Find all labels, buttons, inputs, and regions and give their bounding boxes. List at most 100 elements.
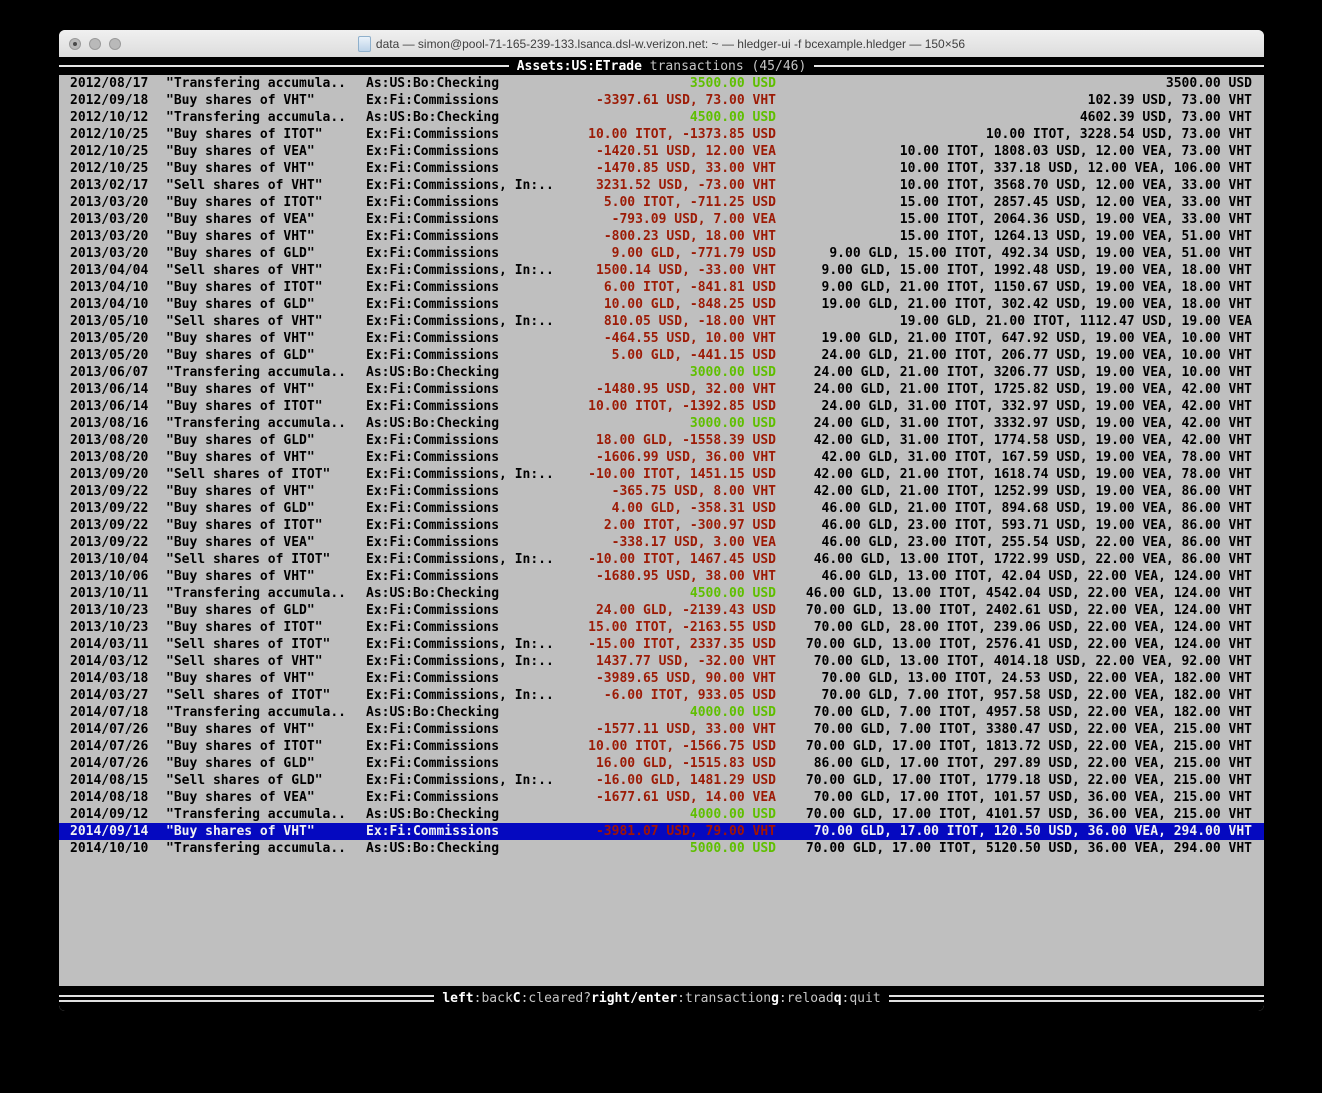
transaction-row[interactable]: 2013/10/23 "Buy shares of ITOT" Ex:Fi:Co…: [59, 619, 1264, 636]
transaction-description: "Buy shares of ITOT": [166, 127, 323, 142]
transaction-row[interactable]: 2014/03/11 "Sell shares of ITOT" Ex:Fi:C…: [59, 636, 1264, 653]
transaction-row[interactable]: 2013/06/14 "Buy shares of ITOT" Ex:Fi:Co…: [59, 398, 1264, 415]
transaction-accounts: Ex:Fi:Commissions: [366, 212, 500, 227]
transaction-row[interactable]: 2014/03/12 "Sell shares of VHT" Ex:Fi:Co…: [59, 653, 1264, 670]
transaction-amount: 1500.14 USD, -33.00 VHT: [595, 263, 776, 278]
close-button[interactable]: [69, 37, 81, 50]
transaction-balance: 10.00 ITOT, 1808.03 USD, 12.00 VEA, 73.0…: [899, 144, 1252, 159]
transaction-date: 2013/03/20: [70, 195, 149, 210]
transaction-row[interactable]: 2013/08/20 "Buy shares of VHT" Ex:Fi:Com…: [59, 449, 1264, 466]
transaction-date: 2013/08/20: [70, 433, 149, 448]
transaction-amount: 5.00 GLD, -441.15 USD: [611, 348, 776, 363]
transaction-row[interactable]: 2013/09/22 "Buy shares of ITOT" Ex:Fi:Co…: [59, 517, 1264, 534]
transaction-row[interactable]: 2012/09/18 "Buy shares of VHT" Ex:Fi:Com…: [59, 92, 1264, 109]
transaction-row[interactable]: 2013/06/07 "Transfering accumula.. As:US…: [59, 364, 1264, 381]
transaction-description: "Buy shares of VHT": [166, 382, 315, 397]
transaction-balance: 10.00 ITOT, 337.18 USD, 12.00 VEA, 106.0…: [899, 161, 1252, 176]
transaction-accounts: Ex:Fi:Commissions, In:..: [366, 178, 554, 193]
transaction-row[interactable]: 2014/07/26 "Buy shares of GLD" Ex:Fi:Com…: [59, 755, 1264, 772]
transaction-amount: -10.00 ITOT, 1467.45 USD: [588, 552, 776, 567]
transaction-row[interactable]: 2012/10/12 "Transfering accumula.. As:US…: [59, 109, 1264, 126]
transaction-row[interactable]: 2013/05/20 "Buy shares of GLD" Ex:Fi:Com…: [59, 347, 1264, 364]
transaction-date: 2013/02/17: [70, 178, 149, 193]
transaction-row[interactable]: 2014/09/14 "Buy shares of VHT" Ex:Fi:Com…: [59, 823, 1264, 840]
window-titlebar[interactable]: data — simon@pool-71-165-239-133.lsanca.…: [59, 30, 1264, 58]
edited-dot-icon: [73, 41, 77, 46]
transaction-accounts: Ex:Fi:Commissions: [366, 535, 500, 550]
transaction-row[interactable]: 2014/08/15 "Sell shares of GLD" Ex:Fi:Co…: [59, 772, 1264, 789]
transaction-row[interactable]: 2013/03/20 "Buy shares of VEA" Ex:Fi:Com…: [59, 211, 1264, 228]
transaction-row[interactable]: 2013/10/23 "Buy shares of GLD" Ex:Fi:Com…: [59, 602, 1264, 619]
transaction-amount: -800.23 USD, 18.00 VHT: [603, 229, 776, 244]
transaction-row[interactable]: 2012/10/25 "Buy shares of VHT" Ex:Fi:Com…: [59, 160, 1264, 177]
transaction-row[interactable]: 2013/06/14 "Buy shares of VHT" Ex:Fi:Com…: [59, 381, 1264, 398]
transaction-balance: 70.00 GLD, 7.00 ITOT, 957.58 USD, 22.00 …: [821, 688, 1252, 703]
hint-key: g: [771, 991, 779, 1006]
transaction-accounts: As:US:Bo:Checking: [366, 705, 500, 720]
transaction-row[interactable]: 2013/08/20 "Buy shares of GLD" Ex:Fi:Com…: [59, 432, 1264, 449]
transaction-date: 2013/06/07: [70, 365, 149, 380]
transaction-row[interactable]: 2013/09/22 "Buy shares of VHT" Ex:Fi:Com…: [59, 483, 1264, 500]
transaction-amount: 810.05 USD, -18.00 VHT: [603, 314, 776, 329]
transaction-date: 2013/10/06: [70, 569, 149, 584]
transaction-row[interactable]: 2012/08/17 "Transfering accumula.. As:US…: [59, 75, 1264, 92]
transaction-row[interactable]: 2014/07/26 "Buy shares of ITOT" Ex:Fi:Co…: [59, 738, 1264, 755]
transaction-balance: 70.00 GLD, 28.00 ITOT, 239.06 USD, 22.00…: [813, 620, 1252, 635]
transaction-row[interactable]: 2014/07/26 "Buy shares of VHT" Ex:Fi:Com…: [59, 721, 1264, 738]
transaction-row[interactable]: 2013/04/10 "Buy shares of GLD" Ex:Fi:Com…: [59, 296, 1264, 313]
transaction-amount: 4500.00 USD: [689, 586, 776, 601]
transaction-row[interactable]: 2014/03/18 "Buy shares of VHT" Ex:Fi:Com…: [59, 670, 1264, 687]
transaction-row[interactable]: 2013/08/16 "Transfering accumula.. As:US…: [59, 415, 1264, 432]
transaction-amount: 3231.52 USD, -73.00 VHT: [595, 178, 776, 193]
transaction-balance: 19.00 GLD, 21.00 ITOT, 647.92 USD, 19.00…: [821, 331, 1252, 346]
transaction-date: 2013/09/22: [70, 501, 149, 516]
transaction-row[interactable]: 2013/09/22 "Buy shares of VEA" Ex:Fi:Com…: [59, 534, 1264, 551]
minimize-button[interactable]: [89, 37, 101, 50]
transaction-row[interactable]: 2013/05/20 "Buy shares of VHT" Ex:Fi:Com…: [59, 330, 1264, 347]
hint-key: left: [442, 991, 474, 1006]
transaction-row[interactable]: 2013/09/22 "Buy shares of GLD" Ex:Fi:Com…: [59, 500, 1264, 517]
transaction-row[interactable]: 2013/05/10 "Sell shares of VHT" Ex:Fi:Co…: [59, 313, 1264, 330]
transaction-accounts: Ex:Fi:Commissions: [366, 127, 500, 142]
header-rule-right: [814, 65, 1264, 67]
transaction-row[interactable]: 2013/10/06 "Buy shares of VHT" Ex:Fi:Com…: [59, 568, 1264, 585]
terminal-window: data — simon@pool-71-165-239-133.lsanca.…: [59, 30, 1264, 1011]
transaction-row[interactable]: 2013/10/11 "Transfering accumula.. As:US…: [59, 585, 1264, 602]
transaction-date: 2013/06/14: [70, 399, 149, 414]
transaction-row[interactable]: 2013/03/20 "Buy shares of VHT" Ex:Fi:Com…: [59, 228, 1264, 245]
transaction-balance: 70.00 GLD, 13.00 ITOT, 2402.61 USD, 22.0…: [805, 603, 1252, 618]
transaction-row[interactable]: 2014/03/27 "Sell shares of ITOT" Ex:Fi:C…: [59, 687, 1264, 704]
transaction-row[interactable]: 2014/08/18 "Buy shares of VEA" Ex:Fi:Com…: [59, 789, 1264, 806]
transaction-row[interactable]: 2013/02/17 "Sell shares of VHT" Ex:Fi:Co…: [59, 177, 1264, 194]
transaction-row[interactable]: 2014/10/10 "Transfering accumula.. As:US…: [59, 840, 1264, 857]
transaction-description: "Buy shares of VHT": [166, 331, 315, 346]
transaction-balance: 46.00 GLD, 13.00 ITOT, 4542.04 USD, 22.0…: [805, 586, 1252, 601]
hint-label: :transaction: [677, 991, 772, 1006]
transaction-row[interactable]: 2014/09/12 "Transfering accumula.. As:US…: [59, 806, 1264, 823]
transaction-accounts: Ex:Fi:Commissions, In:..: [366, 688, 554, 703]
transaction-row[interactable]: 2013/09/20 "Sell shares of ITOT" Ex:Fi:C…: [59, 466, 1264, 483]
transaction-row[interactable]: 2013/04/10 "Buy shares of ITOT" Ex:Fi:Co…: [59, 279, 1264, 296]
transaction-amount: -1680.95 USD, 38.00 VHT: [595, 569, 776, 584]
transaction-date: 2014/07/26: [70, 722, 149, 737]
transaction-description: "Buy shares of ITOT": [166, 620, 323, 635]
transaction-date: 2013/03/20: [70, 212, 149, 227]
transaction-amount: -6.00 ITOT, 933.05 USD: [603, 688, 776, 703]
transaction-row[interactable]: 2012/10/25 "Buy shares of VEA" Ex:Fi:Com…: [59, 143, 1264, 160]
transaction-description: "Buy shares of VHT": [166, 569, 315, 584]
transaction-description: "Buy shares of VHT": [166, 450, 315, 465]
transaction-amount: 10.00 ITOT, -1392.85 USD: [588, 399, 776, 414]
transaction-row[interactable]: 2013/03/20 "Buy shares of ITOT" Ex:Fi:Co…: [59, 194, 1264, 211]
transaction-description: "Buy shares of GLD": [166, 297, 315, 312]
transaction-date: 2013/05/20: [70, 331, 149, 346]
transaction-row[interactable]: 2014/07/18 "Transfering accumula.. As:US…: [59, 704, 1264, 721]
zoom-button[interactable]: [109, 37, 121, 50]
transaction-row[interactable]: 2013/04/04 "Sell shares of VHT" Ex:Fi:Co…: [59, 262, 1264, 279]
transaction-row[interactable]: 2013/03/20 "Buy shares of GLD" Ex:Fi:Com…: [59, 245, 1264, 262]
transaction-row[interactable]: 2013/10/04 "Sell shares of ITOT" Ex:Fi:C…: [59, 551, 1264, 568]
transaction-accounts: Ex:Fi:Commissions, In:..: [366, 637, 554, 652]
transaction-row[interactable]: 2012/10/25 "Buy shares of ITOT" Ex:Fi:Co…: [59, 126, 1264, 143]
transaction-date: 2013/09/20: [70, 467, 149, 482]
transaction-accounts: Ex:Fi:Commissions, In:..: [366, 654, 554, 669]
transaction-description: "Transfering accumula..: [166, 365, 347, 380]
